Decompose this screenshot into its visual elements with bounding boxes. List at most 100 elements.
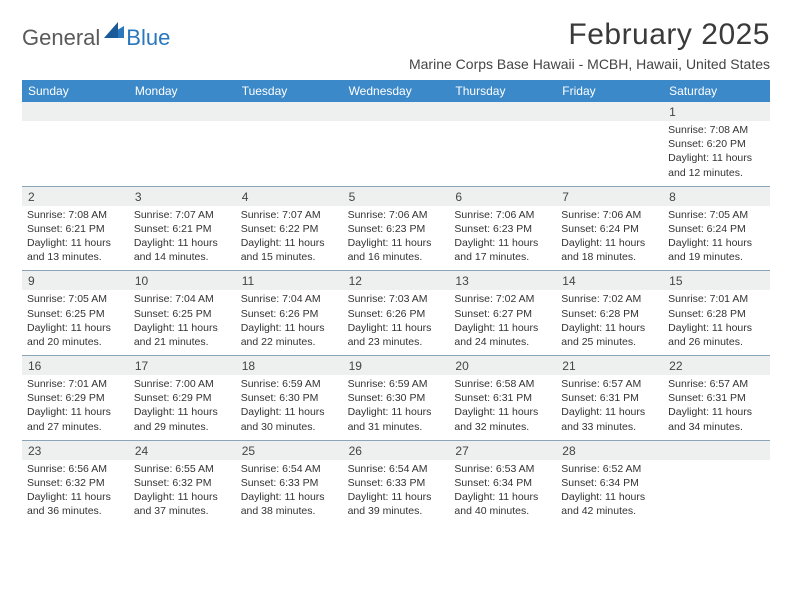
sunrise-line: Sunrise: 7:00 AM: [134, 377, 231, 391]
day-number: 15: [663, 271, 770, 290]
day-number: 18: [236, 356, 343, 375]
day-cell: [449, 121, 556, 186]
day-number: 16: [22, 356, 129, 375]
day-cell: Sunrise: 7:03 AMSunset: 6:26 PMDaylight:…: [343, 290, 450, 355]
week-row: 16171819202122Sunrise: 7:01 AMSunset: 6:…: [22, 355, 770, 440]
day-number: 20: [449, 356, 556, 375]
day-header-thursday: Thursday: [449, 80, 556, 102]
sunrise-line: Sunrise: 6:57 AM: [668, 377, 765, 391]
day-cell: Sunrise: 7:06 AMSunset: 6:23 PMDaylight:…: [449, 206, 556, 271]
sunrise-line: Sunrise: 6:59 AM: [241, 377, 338, 391]
day-cell: Sunrise: 6:58 AMSunset: 6:31 PMDaylight:…: [449, 375, 556, 440]
sunrise-line: Sunrise: 7:07 AM: [134, 208, 231, 222]
day-number: 27: [449, 441, 556, 460]
day-cell: Sunrise: 7:06 AMSunset: 6:24 PMDaylight:…: [556, 206, 663, 271]
day-cell: Sunrise: 6:55 AMSunset: 6:32 PMDaylight:…: [129, 460, 236, 525]
day-cell: Sunrise: 7:05 AMSunset: 6:25 PMDaylight:…: [22, 290, 129, 355]
week-row: 1Sunrise: 7:08 AMSunset: 6:20 PMDaylight…: [22, 102, 770, 186]
day-number: 12: [343, 271, 450, 290]
title-block: February 2025 Marine Corps Base Hawaii -…: [409, 18, 770, 72]
sunrise-line: Sunrise: 7:08 AM: [27, 208, 124, 222]
day-cell: [129, 121, 236, 186]
sunset-line: Sunset: 6:24 PM: [561, 222, 658, 236]
day-number-band: 1: [22, 102, 770, 121]
daylight-line: Daylight: 11 hours and 34 minutes.: [668, 405, 765, 433]
sunset-line: Sunset: 6:28 PM: [561, 307, 658, 321]
sunset-line: Sunset: 6:31 PM: [561, 391, 658, 405]
sunset-line: Sunset: 6:34 PM: [561, 476, 658, 490]
day-header-friday: Friday: [556, 80, 663, 102]
day-number: 1: [663, 102, 770, 121]
sunset-line: Sunset: 6:23 PM: [454, 222, 551, 236]
daylight-line: Daylight: 11 hours and 42 minutes.: [561, 490, 658, 518]
day-number-band: 232425262728: [22, 441, 770, 460]
day-cell: Sunrise: 7:02 AMSunset: 6:28 PMDaylight:…: [556, 290, 663, 355]
sunset-line: Sunset: 6:21 PM: [134, 222, 231, 236]
day-cell: Sunrise: 7:04 AMSunset: 6:25 PMDaylight:…: [129, 290, 236, 355]
day-cell: Sunrise: 6:59 AMSunset: 6:30 PMDaylight:…: [236, 375, 343, 440]
sunrise-line: Sunrise: 7:06 AM: [348, 208, 445, 222]
header: General Blue February 2025 Marine Corps …: [22, 18, 770, 72]
day-cell: Sunrise: 6:54 AMSunset: 6:33 PMDaylight:…: [343, 460, 450, 525]
sunset-line: Sunset: 6:21 PM: [27, 222, 124, 236]
day-cell: Sunrise: 7:05 AMSunset: 6:24 PMDaylight:…: [663, 206, 770, 271]
sunset-line: Sunset: 6:25 PM: [134, 307, 231, 321]
day-number: 7: [556, 187, 663, 206]
daylight-line: Daylight: 11 hours and 39 minutes.: [348, 490, 445, 518]
day-number: 26: [343, 441, 450, 460]
sunset-line: Sunset: 6:33 PM: [348, 476, 445, 490]
weeks-container: 1Sunrise: 7:08 AMSunset: 6:20 PMDaylight…: [22, 102, 770, 524]
daylight-line: Daylight: 11 hours and 33 minutes.: [561, 405, 658, 433]
day-info-row: Sunrise: 7:08 AMSunset: 6:21 PMDaylight:…: [22, 206, 770, 271]
daylight-line: Daylight: 11 hours and 30 minutes.: [241, 405, 338, 433]
daylight-line: Daylight: 11 hours and 24 minutes.: [454, 321, 551, 349]
day-header-sunday: Sunday: [22, 80, 129, 102]
daylight-line: Daylight: 11 hours and 27 minutes.: [27, 405, 124, 433]
day-number: 24: [129, 441, 236, 460]
sunrise-line: Sunrise: 7:01 AM: [668, 292, 765, 306]
sunrise-line: Sunrise: 6:55 AM: [134, 462, 231, 476]
sunset-line: Sunset: 6:33 PM: [241, 476, 338, 490]
day-info-row: Sunrise: 6:56 AMSunset: 6:32 PM Daylight:…: [22, 460, 770, 525]
sunset-line: Sunset: 6:32 PM: [27, 476, 124, 490]
week-row: 232425262728 Sunrise: 6:56 AMSunset: 6:32…: [22, 440, 770, 525]
day-cell: Sunrise: 7:07 AMSunset: 6:22 PMDaylight:…: [236, 206, 343, 271]
day-info-row: Sunrise: 7:08 AMSunset: 6:20 PMDaylight:…: [22, 121, 770, 186]
day-info-row: Sunrise: 7:05 AMSunset: 6:25 PMDaylight:…: [22, 290, 770, 355]
day-cell: [663, 460, 770, 525]
day-header-row: Sunday Monday Tuesday Wednesday Thursday…: [22, 80, 770, 102]
day-number: 25: [236, 441, 343, 460]
day-number: 10: [129, 271, 236, 290]
day-number: 14: [556, 271, 663, 290]
day-number: 22: [663, 356, 770, 375]
daylight-line: Daylight: 11 hours and 26 minutes.: [668, 321, 765, 349]
day-number: 17: [129, 356, 236, 375]
sunset-line: Sunset: 6:34 PM: [454, 476, 551, 490]
day-cell: Sunrise: 7:06 AMSunset: 6:23 PMDaylight:…: [343, 206, 450, 271]
sunset-line: Sunset: 6:20 PM: [668, 137, 765, 151]
daylight-line: Daylight: 11 hours and 32 minutes.: [454, 405, 551, 433]
sunrise-line: Sunrise: 6:52 AM: [561, 462, 658, 476]
sunset-line: Sunset: 6:22 PM: [241, 222, 338, 236]
day-cell: Sunrise: 6:56 AMSunset: 6:32 PMDaylight:…: [22, 460, 129, 525]
daylight-line: Daylight: 11 hours and 14 minutes.: [134, 236, 231, 264]
day-header-tuesday: Tuesday: [236, 80, 343, 102]
day-cell: Sunrise: 6:52 AMSunset: 6:34 PMDaylight:…: [556, 460, 663, 525]
week-row: 9101112131415Sunrise: 7:05 AMSunset: 6:2…: [22, 270, 770, 355]
day-cell: Sunrise: 7:00 AMSunset: 6:29 PMDaylight:…: [129, 375, 236, 440]
daylight-line: Daylight: 11 hours and 12 minutes.: [668, 151, 765, 179]
day-cell: Sunrise: 7:08 AMSunset: 6:20 PMDaylight:…: [663, 121, 770, 186]
day-cell: [236, 121, 343, 186]
day-number: 28: [556, 441, 663, 460]
week-row: 2345678Sunrise: 7:08 AMSunset: 6:21 PMDa…: [22, 186, 770, 271]
daylight-line: Daylight: 11 hours and 18 minutes.: [561, 236, 658, 264]
sunrise-line: Sunrise: 6:56 AM: [27, 462, 124, 476]
sunrise-line: Sunrise: 7:02 AM: [454, 292, 551, 306]
day-info-row: Sunrise: 7:01 AMSunset: 6:29 PMDaylight:…: [22, 375, 770, 440]
sunset-line: Sunset: 6:23 PM: [348, 222, 445, 236]
sunset-line: Sunset: 6:30 PM: [241, 391, 338, 405]
daylight-line: Daylight: 11 hours and 25 minutes.: [561, 321, 658, 349]
day-number: 2: [22, 187, 129, 206]
daylight-line: Daylight: 11 hours and 22 minutes.: [241, 321, 338, 349]
sunrise-line: Sunrise: 7:07 AM: [241, 208, 338, 222]
